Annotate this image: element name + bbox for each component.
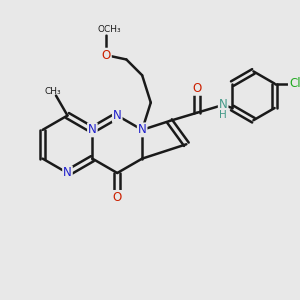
Text: O: O [102, 49, 111, 62]
Text: OCH₃: OCH₃ [97, 25, 121, 34]
Text: H: H [219, 110, 227, 120]
Text: N: N [63, 167, 72, 179]
Text: N: N [88, 123, 97, 136]
Text: N: N [219, 98, 227, 111]
Text: N: N [113, 109, 122, 122]
Text: Cl: Cl [289, 77, 300, 90]
Text: CH₃: CH₃ [45, 87, 61, 96]
Text: N: N [138, 123, 146, 136]
Text: O: O [112, 191, 122, 204]
Text: O: O [192, 82, 202, 95]
